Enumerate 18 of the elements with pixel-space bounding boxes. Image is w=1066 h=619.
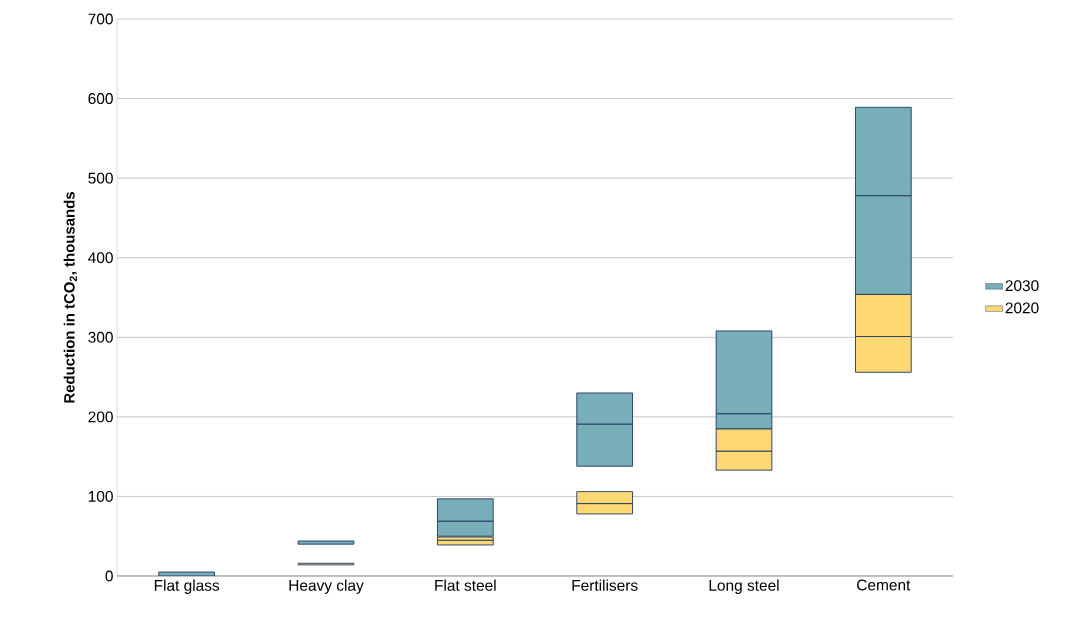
x-tick-label: Cement [857, 579, 911, 591]
legend-label: 2030 [1005, 280, 1039, 292]
y-tick-label: 500 [88, 172, 113, 184]
x-tick-label: Flat glass [154, 579, 220, 594]
y-tick-label: 100 [88, 490, 113, 502]
y-tick-label: 300 [88, 331, 113, 343]
legend-label: 2020 [1005, 302, 1039, 314]
y-tick-label: 700 [88, 13, 113, 25]
y-tick-label: 200 [88, 411, 113, 423]
x-tick-label: Flat steel [435, 579, 496, 591]
x-tick-label: Fertilisers [572, 579, 638, 591]
bar [297, 540, 355, 545]
x-tick-label: Heavy clay [289, 579, 364, 594]
y-tick-label: 400 [88, 252, 113, 264]
x-tick-label: Long steel [709, 579, 779, 594]
y-tick-label: 600 [88, 93, 113, 105]
y-tick-label: 0 [105, 570, 113, 582]
y-axis-title: Reduction in tCO$_{2}$, thousands [63, 192, 77, 403]
